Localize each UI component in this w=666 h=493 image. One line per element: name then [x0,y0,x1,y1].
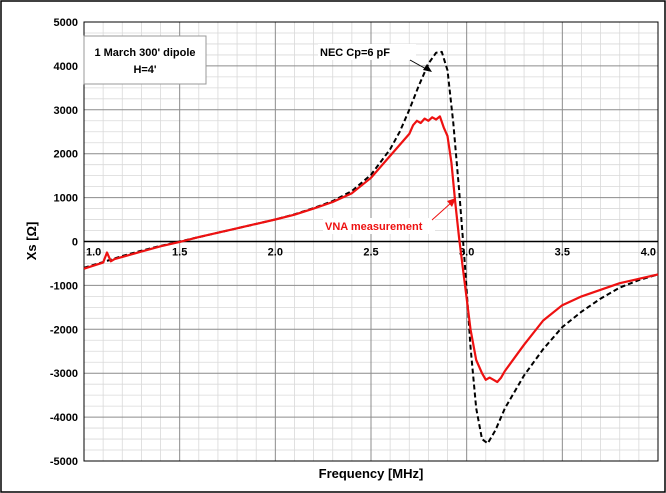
annotation-vna: VNA measurement [323,198,456,234]
y-tick-label: -3000 [50,368,78,380]
y-tick-label: 4000 [54,61,78,73]
info-box: 1 March 300' dipole H=4' [83,35,207,85]
x-tick-label: 1.0 [86,247,101,259]
annotation-vna-bg [323,218,435,234]
y-tick-label: -4000 [50,412,78,424]
y-tick-labels: 5000 4000 3000 2000 1000 0 -1000 -2000 -3000 -400… [50,17,78,468]
y-tick-label: -5000 [50,456,78,468]
annotation-vna-label: VNA measurement [325,221,423,233]
y-tick-label: 3000 [54,105,78,117]
x-tick-label: 1.5 [172,247,187,259]
y-tick-label: 5000 [54,17,78,29]
annotation-nec-label: NEC Cp=6 pF [320,47,390,59]
series-layer [83,50,659,445]
x-tick-labels: 1.0 1.5 2.0 2.5 3.0 3.5 4.0 [86,247,656,259]
info-box-line-1: 1 March 300' dipole [94,47,195,59]
annotation-vna-arrowhead [447,198,456,207]
y-tick-label: 2000 [54,149,78,161]
x-axis-title: Frequency [MHz] [319,466,424,481]
y-tick-label: 0 [72,237,78,249]
annotation-nec: NEC Cp=6 pF [318,44,432,72]
annotation-nec-bg [318,44,416,60]
info-box-frame [83,35,207,85]
series-line-vna [83,115,659,384]
y-tick-label: 1000 [54,193,78,205]
x-tick-label: 2.5 [363,247,378,259]
annotation-nec-arrowhead [423,64,432,72]
x-tick-label: 4.0 [641,247,656,259]
x-tick-label: 2.0 [268,247,283,259]
info-box-line-2: H=4' [133,64,156,76]
x-tick-label: 3.5 [555,247,570,259]
annotation-vna-arrow [431,201,453,221]
y-tick-label: -2000 [50,324,78,336]
y-tick-label: -1000 [50,280,78,292]
y-axis-title: Xs [Ω] [24,222,39,261]
